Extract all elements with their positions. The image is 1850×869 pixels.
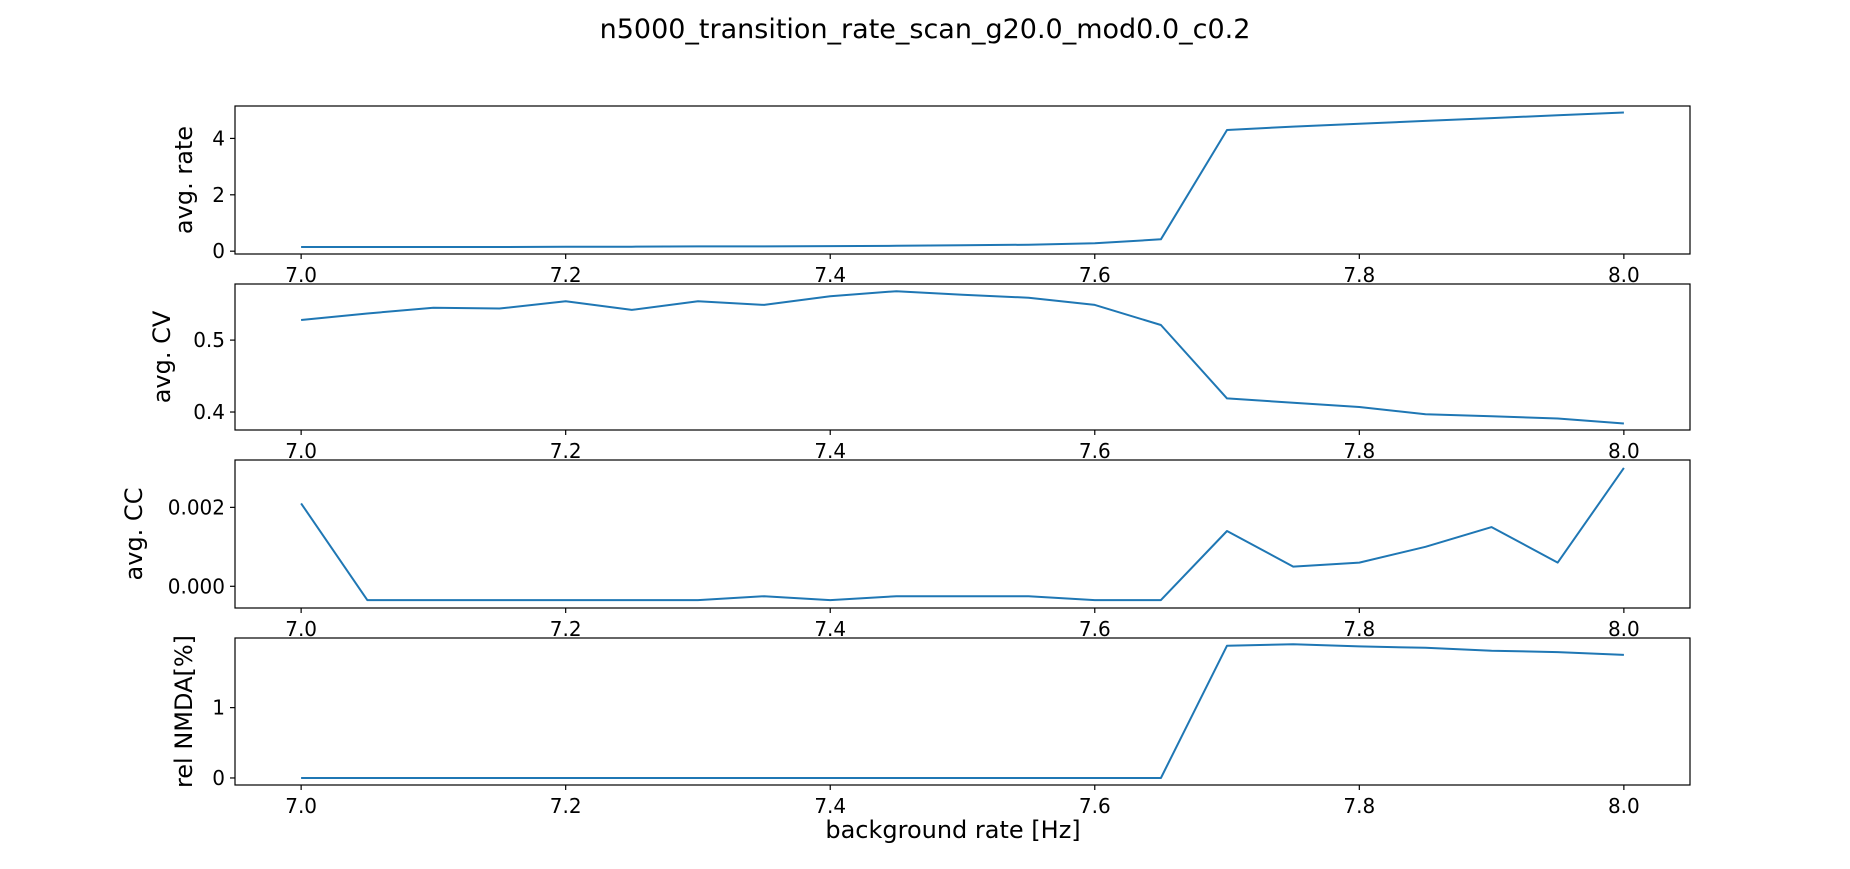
- y-tick-label: 4: [212, 126, 225, 150]
- y-tick-label: 2: [212, 183, 225, 207]
- y-axis-label: avg. CV: [148, 310, 176, 403]
- x-tick-label: 7.4: [814, 617, 846, 641]
- y-tick-label: 0: [212, 239, 225, 263]
- subplot-2: 7.0 7.2 7.4 7.6 7.8 8.0 0.4 0.5 avg. CV: [148, 283, 1691, 463]
- series-line: [301, 111, 1624, 248]
- x-tick-label: 7.0: [285, 263, 317, 287]
- x-tick-label: 7.6: [1079, 794, 1111, 818]
- series-line: [301, 643, 1624, 779]
- x-tick-label: 7.2: [550, 794, 582, 818]
- x-tick-label: 7.0: [285, 617, 317, 641]
- y-axis-label: rel NMDA[%]: [170, 635, 198, 788]
- y-tick-label: 1: [212, 696, 225, 720]
- x-tick-label: 7.4: [814, 794, 846, 818]
- subplot-4: 7.0 7.2 7.4 7.6 7.8 8.0 0 1 rel NMDA[%]: [170, 635, 1691, 818]
- x-tick-label: 8.0: [1608, 263, 1640, 287]
- x-tick-label: 7.6: [1079, 439, 1111, 463]
- x-tick-label: 7.2: [550, 617, 582, 641]
- x-tick-label: 7.0: [285, 439, 317, 463]
- axes-frame: [234, 283, 1691, 431]
- y-tick-label: 0.5: [193, 328, 225, 352]
- x-axis-label: background rate [Hz]: [825, 816, 1080, 844]
- y-tick-label: 0.000: [168, 574, 225, 598]
- x-tick-label: 7.2: [550, 263, 582, 287]
- x-tick-label: 7.4: [814, 439, 846, 463]
- subplot-1: 7.0 7.2 7.4 7.6 7.8 8.0 0 2 4 avg. rate: [170, 105, 1691, 287]
- x-tick-label: 7.8: [1343, 617, 1375, 641]
- figure-title: n5000_transition_rate_scan_g20.0_mod0.0_…: [600, 14, 1251, 45]
- y-axis-label: avg. rate: [170, 126, 198, 234]
- x-tick-label: 7.8: [1343, 263, 1375, 287]
- series-line: [301, 290, 1624, 425]
- axes-frame: [234, 459, 1691, 609]
- x-tick-label: 7.2: [550, 439, 582, 463]
- axes-frame: [234, 105, 1691, 255]
- x-tick-label: 8.0: [1608, 439, 1640, 463]
- y-tick-label: 0.4: [193, 400, 225, 424]
- axes-frame: [234, 637, 1691, 786]
- x-tick-label: 7.6: [1079, 617, 1111, 641]
- y-axis-label: avg. CC: [120, 488, 148, 581]
- x-tick-label: 7.6: [1079, 263, 1111, 287]
- x-tick-label: 8.0: [1608, 794, 1640, 818]
- x-tick-label: 7.8: [1343, 794, 1375, 818]
- x-tick-label: 7.4: [814, 263, 846, 287]
- series-line: [300, 467, 1625, 602]
- subplot-3: 7.0 7.2 7.4 7.6 7.8 8.0 0.000 0.002 avg. CC: [120, 459, 1691, 641]
- x-tick-label: 7.0: [285, 794, 317, 818]
- y-tick-label: 0: [212, 766, 225, 790]
- x-tick-label: 7.8: [1343, 439, 1375, 463]
- y-tick-label: 0.002: [168, 495, 225, 519]
- x-tick-label: 8.0: [1608, 617, 1640, 641]
